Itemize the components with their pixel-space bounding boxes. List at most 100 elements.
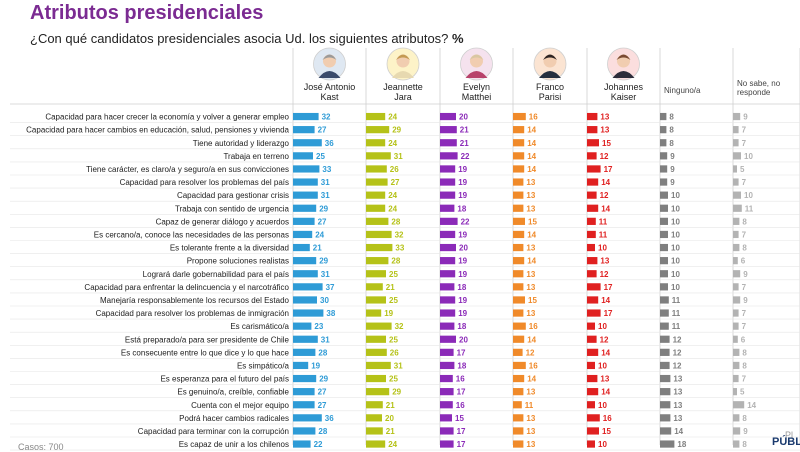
data-label: 17 — [457, 348, 466, 357]
data-label: 13 — [600, 113, 609, 122]
data-label: 22 — [461, 152, 470, 161]
attribute-label: Es esperanza para el futuro del país — [160, 375, 289, 384]
data-bar — [587, 361, 595, 370]
data-bar — [366, 401, 383, 409]
data-label: 31 — [394, 361, 403, 370]
data-bar — [440, 414, 452, 422]
data-label: 21 — [460, 139, 469, 148]
data-bar — [660, 335, 670, 343]
data-bar — [440, 257, 456, 265]
data-label: 14 — [527, 257, 536, 266]
data-label: 13 — [600, 375, 609, 384]
data-label: 20 — [385, 414, 394, 423]
data-bar — [660, 112, 667, 121]
data-bar — [660, 230, 668, 239]
data-label: 14 — [747, 401, 756, 410]
data-label: 9 — [743, 296, 748, 305]
attribute-label: Podrá hacer cambios radicales — [179, 414, 289, 423]
data-bar — [293, 361, 309, 370]
data-label: 8 — [742, 440, 747, 449]
attribute-label: Tiene carácter, es claro/a y seguro/a en… — [86, 165, 289, 174]
data-label: 18 — [457, 283, 466, 292]
data-bar — [440, 401, 453, 409]
data-label: 10 — [671, 204, 680, 213]
data-bar — [513, 283, 524, 291]
data-label: 31 — [321, 178, 330, 187]
candidate-name-label: Kaiser — [611, 92, 637, 102]
data-label: 8 — [742, 414, 747, 423]
data-bar — [513, 309, 524, 317]
data-bar — [733, 335, 738, 343]
candidate-name-label: Matthei — [462, 92, 492, 102]
data-label: 18 — [457, 361, 466, 370]
data-label: 15 — [455, 414, 464, 423]
data-bar — [366, 309, 382, 317]
data-label: 11 — [672, 309, 681, 318]
data-bar — [660, 283, 668, 291]
data-bar — [587, 374, 598, 383]
data-bar — [440, 204, 455, 212]
data-label: 31 — [321, 270, 330, 279]
attribute-label: Es simpático/a — [237, 361, 290, 370]
data-label: 10 — [671, 230, 680, 239]
data-label: 21 — [386, 427, 395, 436]
data-label: 8 — [742, 361, 747, 370]
data-label: 24 — [388, 204, 397, 213]
data-bar — [733, 165, 737, 173]
data-bar — [587, 217, 596, 225]
attribute-label: Es capaz de unir a los chilenos — [179, 440, 289, 449]
data-bar — [733, 361, 740, 370]
data-bar — [293, 178, 318, 186]
data-label: 13 — [526, 427, 535, 436]
data-label: 32 — [395, 322, 404, 331]
data-bar — [733, 348, 740, 356]
candidate-photo-body — [539, 71, 561, 78]
data-bar — [660, 440, 675, 448]
data-bar — [587, 204, 599, 212]
data-label: 27 — [318, 401, 327, 410]
data-label: 18 — [457, 322, 466, 331]
data-label: 10 — [744, 152, 753, 161]
data-label: 11 — [672, 322, 681, 331]
data-label: 9 — [743, 270, 748, 279]
data-bar — [513, 296, 525, 304]
data-bar — [366, 374, 386, 383]
data-bar — [733, 204, 742, 212]
data-label: 11 — [525, 401, 534, 410]
data-bar — [733, 257, 738, 265]
data-label: 10 — [671, 191, 680, 200]
data-bar — [513, 257, 525, 265]
data-bar — [733, 152, 741, 160]
candidate-photo-hair — [322, 54, 337, 60]
data-label: 27 — [391, 178, 400, 187]
data-label: 31 — [394, 152, 403, 161]
data-bar — [293, 191, 318, 199]
data-bar — [440, 126, 457, 134]
data-label: 10 — [598, 322, 607, 331]
data-bar — [513, 361, 526, 370]
data-label: 14 — [527, 230, 536, 239]
data-label: 13 — [526, 309, 535, 318]
data-label: 13 — [600, 257, 609, 266]
data-label: 12 — [600, 270, 609, 279]
data-label: 7 — [742, 375, 747, 384]
brand-partial: Pl — [785, 430, 794, 440]
data-bar — [660, 191, 668, 199]
data-label: 19 — [458, 191, 467, 200]
data-label: 19 — [458, 270, 467, 279]
data-bar — [293, 401, 315, 409]
data-label: 32 — [322, 113, 331, 122]
data-bar — [293, 309, 324, 317]
data-bar — [587, 165, 601, 173]
data-bar — [733, 309, 739, 317]
data-label: 9 — [670, 165, 675, 174]
data-bar — [733, 112, 741, 121]
data-label: 8 — [669, 139, 674, 148]
data-bar — [293, 374, 317, 383]
data-bar — [366, 165, 387, 173]
data-bar — [587, 283, 601, 291]
data-bar — [660, 152, 668, 160]
data-bar — [440, 178, 456, 186]
attribute-label: Logrará darle gobernabilidad para el paí… — [143, 270, 289, 279]
